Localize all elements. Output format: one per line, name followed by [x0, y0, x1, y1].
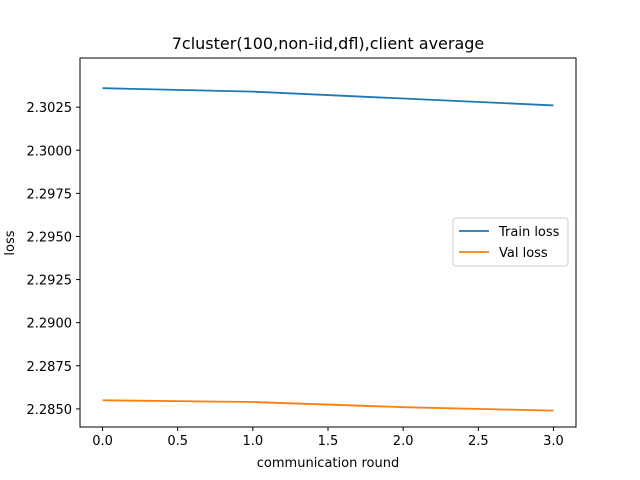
legend: Train loss Val loss: [452, 217, 569, 267]
y-tick-label: 2.2875: [27, 360, 73, 375]
series-layer: [102, 87, 554, 412]
y-tick-label: 2.2950: [27, 230, 73, 245]
y-tick-label: 2.3025: [27, 101, 73, 116]
x-tick-label: 0.5: [167, 434, 188, 449]
legend-box: [452, 217, 569, 267]
x-tick-label: 1.5: [318, 434, 339, 449]
chart-title: 7cluster(100,non-iid,dfl),client average: [172, 34, 485, 53]
plot-frame: [79, 57, 577, 428]
x-tick-label: 0.0: [92, 434, 113, 449]
y-tick-label: 2.3000: [27, 144, 73, 159]
ticks-layer: 0.0 0.5 1.0 1.5 2.0 2.5 3.0 2.2850 2.2875 2.2900 2…: [27, 101, 564, 449]
x-tick-label: 2.5: [468, 434, 489, 449]
y-tick-label: 2.2925: [27, 274, 73, 289]
train-loss-line: [102, 87, 554, 107]
x-tick-label: 3.0: [543, 434, 564, 449]
y-axis-title: loss: [3, 230, 18, 255]
x-tick-label: 1.0: [243, 434, 264, 449]
y-tick-label: 2.2850: [27, 403, 73, 418]
legend-label-train: Train loss: [498, 225, 560, 240]
y-tick-label: 2.2975: [27, 187, 73, 202]
x-tick-label: 2.0: [393, 434, 414, 449]
y-tick-label: 2.2900: [27, 317, 73, 332]
val-loss-line: [102, 399, 554, 412]
legend-label-val: Val loss: [499, 246, 548, 261]
x-axis-title: communication round: [257, 456, 399, 471]
